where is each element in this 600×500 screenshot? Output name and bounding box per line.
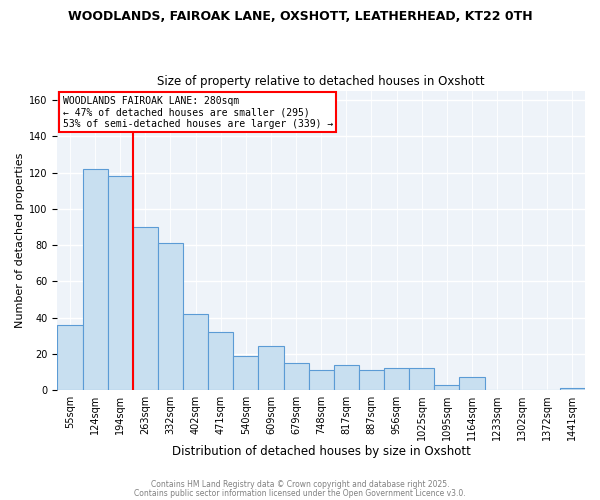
Bar — [183, 314, 208, 390]
Bar — [284, 363, 308, 390]
Bar — [434, 384, 460, 390]
Bar — [334, 364, 359, 390]
Bar — [83, 169, 107, 390]
Bar — [208, 332, 233, 390]
Bar — [384, 368, 409, 390]
Bar — [233, 356, 259, 390]
Bar — [259, 346, 284, 390]
Bar — [359, 370, 384, 390]
X-axis label: Distribution of detached houses by size in Oxshott: Distribution of detached houses by size … — [172, 444, 470, 458]
Bar — [409, 368, 434, 390]
Bar — [158, 243, 183, 390]
Bar — [308, 370, 334, 390]
Text: WOODLANDS FAIROAK LANE: 280sqm
← 47% of detached houses are smaller (295)
53% of: WOODLANDS FAIROAK LANE: 280sqm ← 47% of … — [62, 96, 333, 128]
Title: Size of property relative to detached houses in Oxshott: Size of property relative to detached ho… — [157, 76, 485, 88]
Y-axis label: Number of detached properties: Number of detached properties — [15, 153, 25, 328]
Bar — [460, 378, 485, 390]
Bar — [133, 227, 158, 390]
Bar — [107, 176, 133, 390]
Text: WOODLANDS, FAIROAK LANE, OXSHOTT, LEATHERHEAD, KT22 0TH: WOODLANDS, FAIROAK LANE, OXSHOTT, LEATHE… — [68, 10, 532, 23]
Text: Contains HM Land Registry data © Crown copyright and database right 2025.: Contains HM Land Registry data © Crown c… — [151, 480, 449, 489]
Text: Contains public sector information licensed under the Open Government Licence v3: Contains public sector information licen… — [134, 488, 466, 498]
Bar — [560, 388, 585, 390]
Bar — [58, 325, 83, 390]
